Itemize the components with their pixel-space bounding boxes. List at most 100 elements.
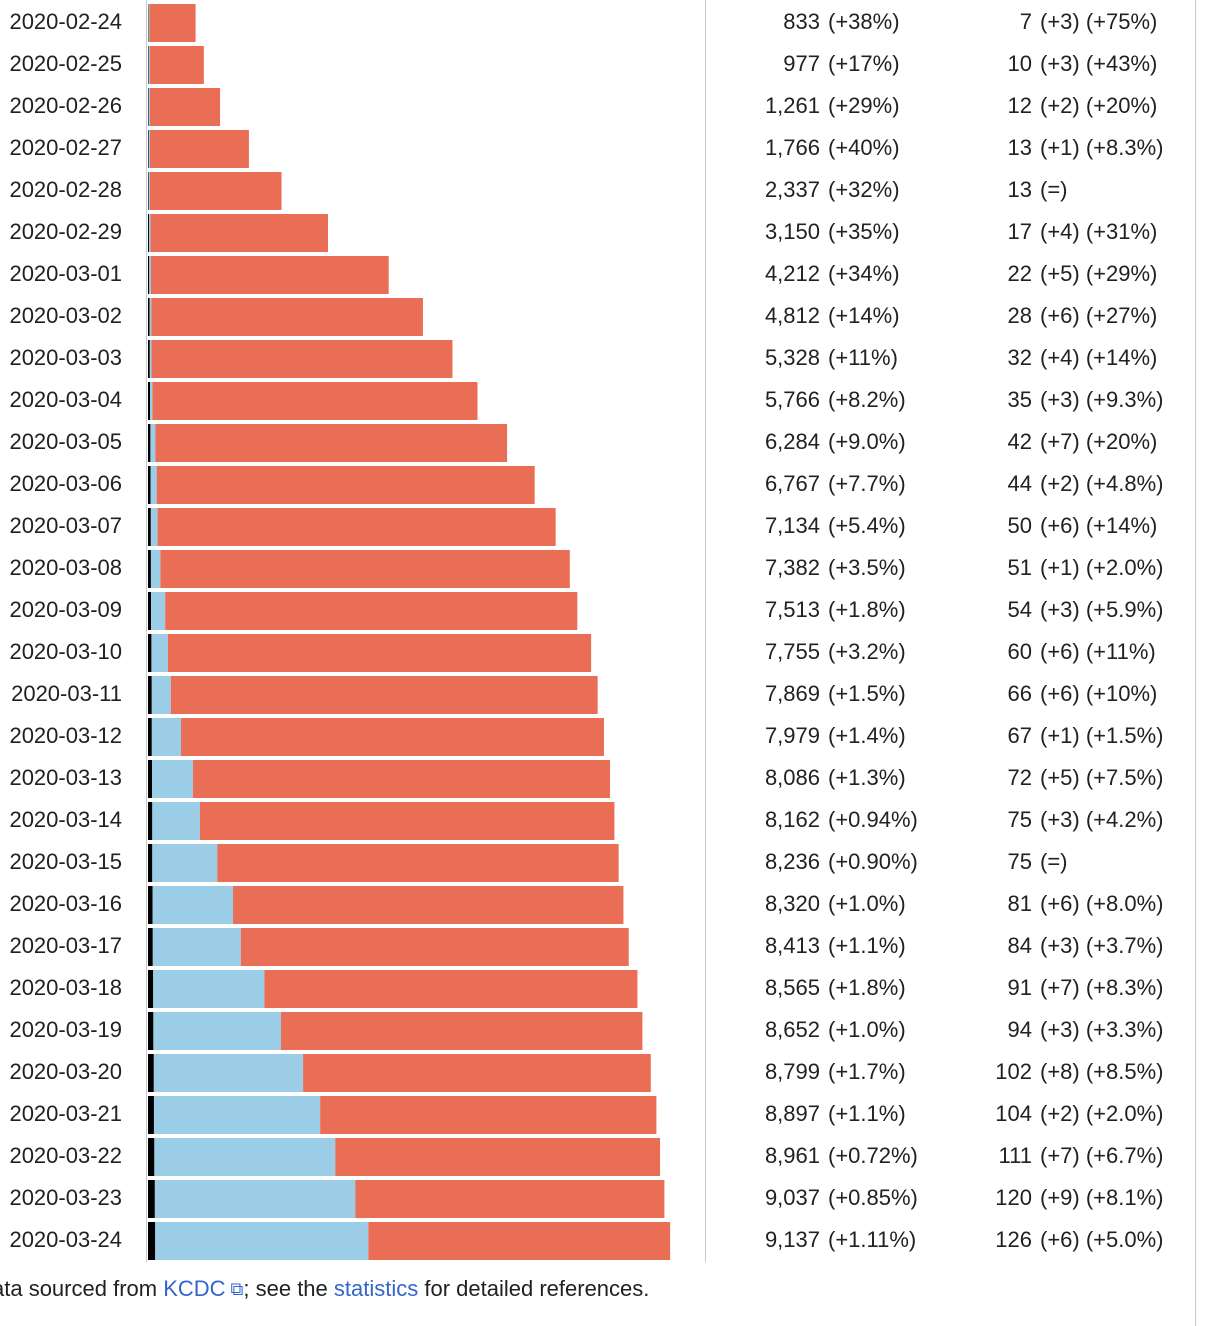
death-count: 17 [1008, 219, 1032, 244]
bar-segment [155, 1222, 369, 1260]
bar-segment [148, 172, 150, 210]
date-label: 2020-02-25 [9, 51, 122, 76]
bar-segment [148, 214, 151, 252]
bar-segment [233, 886, 624, 924]
death-count: 81 [1008, 891, 1032, 916]
death-change: (+3) (+5.9%) [1040, 597, 1164, 622]
case-change: (+40%) [828, 135, 900, 160]
external-icon: ⧉ [226, 1279, 244, 1299]
bar-segment [151, 340, 453, 378]
death-count: 75 [1008, 849, 1032, 874]
bar-segment [148, 130, 150, 168]
bar-segment [153, 970, 265, 1008]
death-count: 13 [1008, 135, 1032, 160]
date-label: 2020-03-24 [9, 1227, 122, 1252]
bar-segment [170, 676, 598, 714]
death-count: 94 [1008, 1017, 1032, 1042]
death-count: 102 [995, 1059, 1032, 1084]
bar-segment [149, 46, 204, 84]
date-label: 2020-03-10 [9, 639, 122, 664]
death-count: 84 [1008, 933, 1032, 958]
bar-segment [150, 214, 328, 252]
bar-segment [148, 760, 153, 798]
case-count: 8,086 [765, 765, 820, 790]
date-label: 2020-03-07 [9, 513, 122, 538]
bar-segment [303, 1054, 651, 1092]
date-label: 2020-03-16 [9, 891, 122, 916]
date-label: 2020-02-28 [9, 177, 122, 202]
bar-segment [148, 1096, 154, 1134]
case-change: (+1.8%) [828, 975, 906, 1000]
case-count: 5,328 [765, 345, 820, 370]
death-count: 51 [1008, 555, 1032, 580]
bar-segment [148, 424, 151, 462]
case-count: 7,869 [765, 681, 820, 706]
case-count: 4,812 [765, 303, 820, 328]
footer-link[interactable]: KCDC [163, 1276, 225, 1301]
bar-segment [149, 340, 152, 378]
death-count: 12 [1008, 93, 1032, 118]
date-label: 2020-02-26 [9, 93, 122, 118]
case-change: (+38%) [828, 9, 900, 34]
bar-segment [148, 886, 153, 924]
date-label: 2020-03-02 [9, 303, 122, 328]
case-count: 8,413 [765, 933, 820, 958]
case-change: (+1.0%) [828, 891, 906, 916]
case-change: (+1.8%) [828, 597, 906, 622]
bar-segment [151, 718, 181, 756]
death-count: 54 [1008, 597, 1032, 622]
death-change: (+3) (+3.3%) [1040, 1017, 1164, 1042]
case-count: 7,979 [765, 723, 820, 748]
case-change: (+0.90%) [828, 849, 918, 874]
bar-segment [149, 4, 196, 42]
death-change: (+5) (+7.5%) [1040, 765, 1164, 790]
death-count: 66 [1008, 681, 1032, 706]
death-change: (+3) (+3.7%) [1040, 933, 1164, 958]
case-change: (+5.4%) [828, 513, 906, 538]
bar-segment [280, 1012, 643, 1050]
bar-segment [152, 382, 478, 420]
date-label: 2020-03-17 [9, 933, 122, 958]
date-label: 2020-03-15 [9, 849, 122, 874]
case-count: 7,382 [765, 555, 820, 580]
bar-segment [151, 298, 423, 336]
bar-segment [148, 382, 150, 420]
date-label: 2020-03-01 [9, 261, 122, 286]
bar-segment [148, 844, 153, 882]
case-change: (+3.2%) [828, 639, 906, 664]
bar-segment [148, 88, 150, 126]
bar-segment [151, 676, 171, 714]
death-count: 50 [1008, 513, 1032, 538]
case-change: (+0.85%) [828, 1185, 918, 1210]
bar-segment [154, 1138, 336, 1176]
date-label: 2020-03-22 [9, 1143, 122, 1168]
date-label: 2020-02-29 [9, 219, 122, 244]
bar-segment [148, 46, 150, 84]
bar-segment [148, 466, 151, 504]
bar-segment [148, 256, 150, 294]
bar-segment [180, 718, 604, 756]
death-change: (=) [1040, 849, 1068, 874]
bar-segment [165, 592, 578, 630]
death-change: (+5) (+29%) [1040, 261, 1157, 286]
case-count: 6,284 [765, 429, 820, 454]
death-change: (+2) (+4.8%) [1040, 471, 1164, 496]
death-count: 13 [1008, 177, 1032, 202]
death-count: 42 [1008, 429, 1032, 454]
case-change: (+14%) [828, 303, 900, 328]
case-change: (+8.2%) [828, 387, 906, 412]
bar-segment [160, 550, 570, 588]
bar-segment [156, 466, 535, 504]
bar-segment [240, 928, 629, 966]
bar-segment [148, 1222, 156, 1260]
bar-segment [149, 298, 152, 336]
bar-segment [152, 760, 193, 798]
case-change: (+1.3%) [828, 765, 906, 790]
death-count: 10 [1008, 51, 1032, 76]
footer-link[interactable]: statistics [334, 1276, 418, 1301]
date-label: 2020-03-05 [9, 429, 122, 454]
bar-segment [167, 634, 592, 672]
bar-segment [355, 1180, 665, 1218]
bar-segment [148, 88, 149, 126]
